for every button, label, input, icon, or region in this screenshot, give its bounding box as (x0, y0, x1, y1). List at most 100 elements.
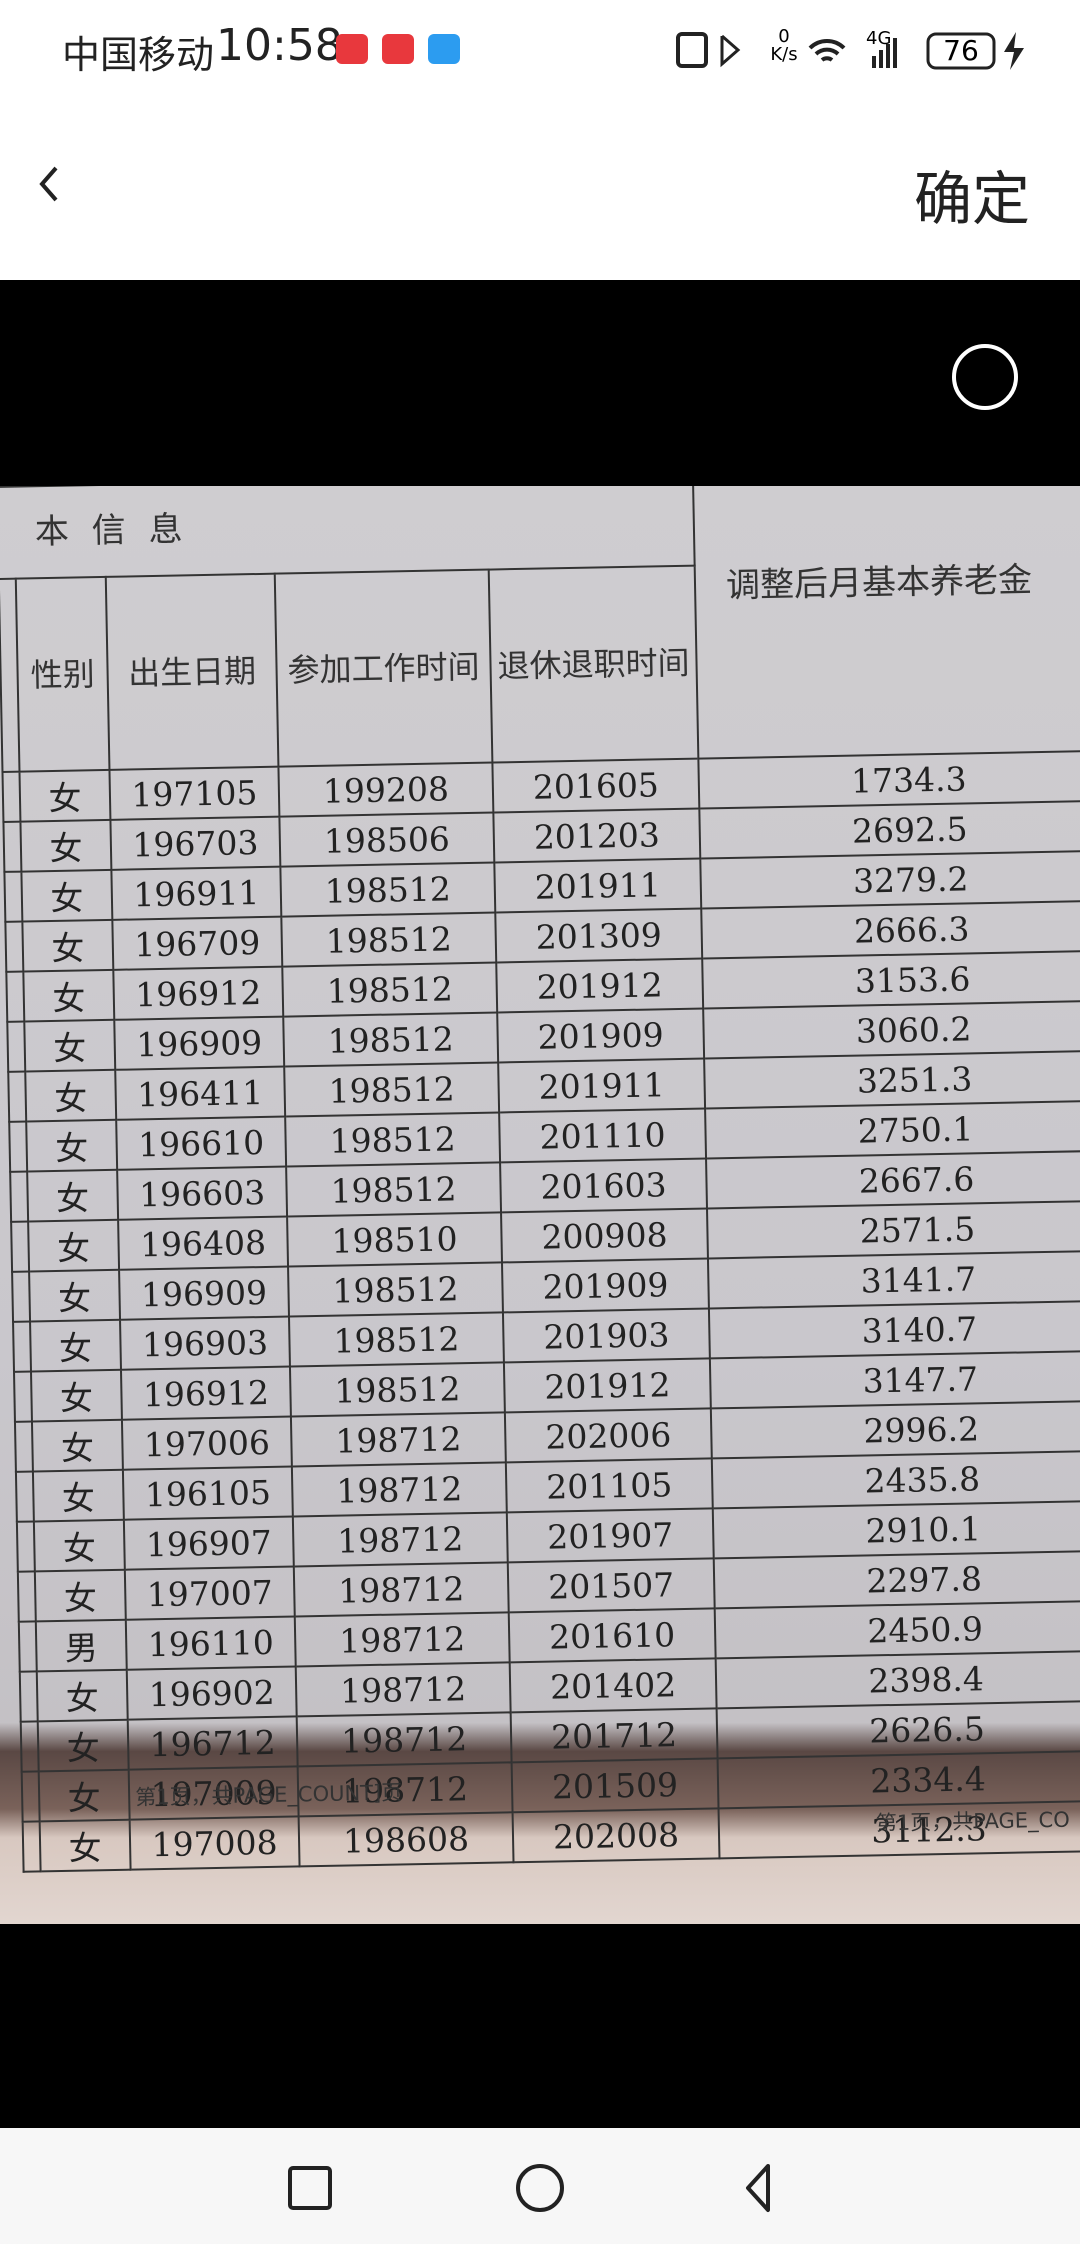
cell: 201105 (505, 1458, 713, 1513)
cell: 男 (35, 1619, 127, 1672)
row-edge (18, 1621, 37, 1672)
row-edge (11, 1221, 30, 1272)
cell: 198712 (290, 1412, 506, 1467)
cell: 2435.8 (711, 1450, 1080, 1509)
cell: 196603 (117, 1166, 288, 1220)
cell: 200908 (501, 1208, 708, 1263)
section-title: 本 信 息 (0, 486, 695, 579)
cell: 196105 (122, 1466, 293, 1520)
cell: 3153.6 (702, 950, 1080, 1009)
page-footer: 第1页，共PAGE_COUNT]页 (134, 1780, 403, 1810)
cell: 3141.7 (707, 1250, 1080, 1309)
cell: 201203 (493, 808, 701, 863)
cell: 女 (33, 1519, 125, 1572)
navigation-bar (0, 2128, 1080, 2244)
cell: 196703 (110, 816, 281, 870)
page-footer: 第1页，共PAGE_CO (875, 1807, 1070, 1836)
cell: 197008 (129, 1816, 300, 1870)
cell: 1734.3 (698, 750, 1080, 809)
cell: 201610 (508, 1608, 716, 1663)
column-header: 出生日期 (105, 573, 279, 770)
cell: 198510 (287, 1212, 502, 1267)
cell: 201912 (503, 1358, 711, 1413)
cell: 198506 (279, 812, 495, 867)
cell: 2398.4 (715, 1650, 1080, 1709)
cell: 196911 (111, 866, 282, 920)
cell: 198512 (286, 1162, 502, 1217)
cell: 198712 (293, 1562, 509, 1617)
cell: 201402 (509, 1658, 717, 1713)
cell: 女 (20, 819, 112, 872)
cell: 女 (37, 1719, 129, 1772)
cell: 3140.7 (708, 1300, 1080, 1359)
cell: 201507 (507, 1558, 715, 1613)
cell: 198712 (291, 1462, 507, 1517)
cell: 198512 (280, 862, 496, 917)
cell: 198512 (288, 1312, 504, 1367)
confirm-button[interactable]: 确定 (913, 165, 1030, 233)
cell: 201911 (494, 858, 702, 913)
row-edge (12, 1271, 31, 1322)
notification-icons (336, 34, 460, 64)
cell: 196907 (123, 1516, 294, 1570)
cell: 3060.2 (703, 1000, 1080, 1059)
cell: 198512 (289, 1362, 505, 1417)
cell: 女 (31, 1369, 122, 1422)
column-header: 退休退职时间 (488, 565, 699, 763)
net-speed-unit: K/s (770, 44, 798, 65)
cell: 198512 (281, 912, 497, 967)
row-edge (16, 1521, 35, 1572)
cell: 2692.5 (699, 800, 1080, 859)
cell: 女 (39, 1819, 131, 1872)
cell: 3251.3 (704, 1050, 1080, 1109)
row-edge (13, 1321, 32, 1372)
cell: 201907 (506, 1508, 714, 1563)
recents-button[interactable] (288, 2166, 332, 2210)
cell: 201712 (510, 1708, 718, 1763)
photo: 本 信 息调整后月基本养老金 性别 出生日期 参加工作时间 退休退职时间 女 19710… (0, 486, 1080, 1924)
carrier: 中国移动 (62, 33, 215, 77)
cell: 201912 (496, 958, 704, 1013)
cell: 2996.2 (710, 1400, 1080, 1459)
cell: 198712 (294, 1612, 510, 1667)
battery-level: 76 (943, 34, 979, 67)
cell: 女 (25, 1069, 117, 1122)
cell: 201110 (499, 1108, 707, 1163)
select-circle[interactable] (948, 340, 1022, 414)
clock: 10:58 (216, 20, 343, 71)
cell: 196912 (113, 966, 284, 1020)
row-edge (2, 771, 21, 822)
cell: 196903 (120, 1316, 290, 1370)
table: 本 信 息调整后月基本养老金 性别 出生日期 参加工作时间 退休退职时间 女 19710… (0, 486, 1080, 1873)
back-nav-button[interactable] (746, 2164, 770, 2212)
row-edge (19, 1671, 38, 1722)
net-speed: 0 K/s (766, 28, 802, 64)
cell: 196610 (116, 1116, 287, 1170)
cell: 2910.1 (712, 1500, 1080, 1559)
nav-buttons (288, 2164, 770, 2212)
cell: 女 (22, 919, 114, 972)
cell: 198512 (282, 962, 498, 1017)
photo-top-area (0, 280, 1080, 486)
cell: 202008 (512, 1808, 720, 1863)
cell: 女 (29, 1269, 121, 1322)
cell: 198512 (285, 1112, 501, 1167)
cell: 2750.1 (705, 1100, 1080, 1159)
cell: 女 (36, 1669, 128, 1722)
cell: 2334.4 (717, 1750, 1080, 1809)
cell: 196912 (120, 1366, 291, 1420)
back-button[interactable] (30, 160, 70, 210)
row-edge (8, 1071, 27, 1122)
cell: 196902 (126, 1666, 297, 1720)
cell: 198712 (292, 1512, 508, 1567)
cell: 198512 (284, 1062, 500, 1117)
row-edge (6, 971, 25, 1022)
cell: 女 (31, 1419, 123, 1472)
cell: 201509 (511, 1758, 719, 1813)
cell: 196909 (119, 1266, 289, 1320)
cell: 201909 (501, 1258, 709, 1313)
row-edge (20, 1721, 39, 1772)
cell: 197007 (124, 1566, 295, 1620)
row-edge (5, 921, 24, 972)
home-button[interactable] (516, 2164, 564, 2212)
